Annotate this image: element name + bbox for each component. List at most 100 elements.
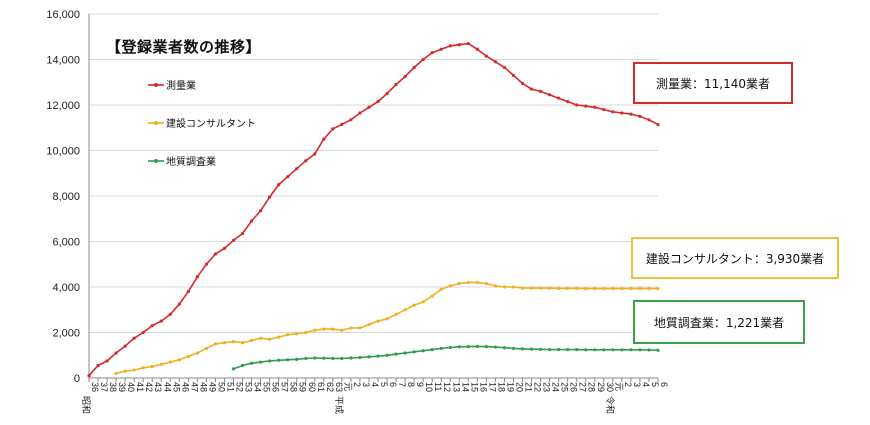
data-point xyxy=(286,333,290,337)
x-tick-label: 50 xyxy=(216,382,226,392)
x-tick-label: 10 xyxy=(424,382,434,392)
x-tick-label: 14 xyxy=(460,382,470,392)
data-point xyxy=(204,346,209,351)
data-point xyxy=(557,286,561,290)
era-label: 平成 xyxy=(333,396,345,414)
x-tick-label: 40 xyxy=(126,382,136,392)
data-point xyxy=(231,367,236,371)
data-point xyxy=(493,345,498,349)
data-point xyxy=(538,89,543,93)
data-point xyxy=(548,347,552,352)
data-point xyxy=(430,294,434,298)
data-point xyxy=(87,374,91,378)
data-point xyxy=(529,347,534,351)
x-tick-label: 37 xyxy=(99,382,109,392)
y-tick-label: 2,000 xyxy=(52,328,80,340)
x-tick-label: 41 xyxy=(135,382,145,392)
x-tick-label: 5 xyxy=(379,382,389,387)
data-point xyxy=(584,104,588,108)
data-point xyxy=(457,43,461,47)
data-point xyxy=(412,303,416,307)
data-point xyxy=(638,348,642,352)
data-point xyxy=(141,366,145,370)
y-tick-label: 12,000 xyxy=(46,100,80,112)
data-point xyxy=(529,87,534,91)
data-point xyxy=(394,312,398,316)
data-point xyxy=(502,285,507,289)
data-point xyxy=(520,81,525,85)
data-point xyxy=(566,347,570,352)
data-point xyxy=(629,112,633,116)
x-tick-label: 45 xyxy=(171,382,181,392)
x-tick-label: 9 xyxy=(415,382,425,387)
data-point xyxy=(448,44,452,48)
x-tick-label: 54 xyxy=(253,382,263,392)
y-tick-labels: 0 2,000 4,000 6,000 8,000 10,000 12,000 14,000 1… xyxy=(46,9,80,385)
x-tick-label: 13 xyxy=(451,382,461,392)
x-tick-label: 49 xyxy=(207,382,217,392)
data-point xyxy=(286,175,290,179)
x-tick-label: 26 xyxy=(569,382,579,392)
data-point xyxy=(177,302,181,306)
x-tick-label: 42 xyxy=(144,382,154,392)
legend-label: 測量業 xyxy=(166,79,196,92)
data-point xyxy=(421,57,425,62)
x-tick-label: 63 xyxy=(334,382,344,392)
data-point xyxy=(105,359,109,363)
y-tick-label: 8,000 xyxy=(52,191,80,203)
data-point xyxy=(466,345,470,349)
data-point xyxy=(385,92,389,96)
data-point xyxy=(340,328,344,332)
x-tick-label: 36 xyxy=(90,382,100,392)
data-point xyxy=(421,300,425,304)
data-point xyxy=(367,322,371,327)
x-tick-label: 6 xyxy=(659,382,669,387)
x-tick-label: 56 xyxy=(271,382,281,392)
data-point xyxy=(168,312,172,316)
x-tick-label: 4 xyxy=(641,382,651,387)
data-point xyxy=(141,330,145,335)
data-point xyxy=(566,286,570,290)
data-point xyxy=(159,362,163,366)
x-tick-label: 51 xyxy=(225,382,235,392)
data-point xyxy=(240,341,245,345)
x-tick-label: 8 xyxy=(406,382,416,387)
x-tick-label: 22 xyxy=(533,382,543,392)
data-point xyxy=(322,137,326,141)
data-point xyxy=(376,354,380,358)
x-tick-label: 3 xyxy=(632,382,642,387)
x-tick-label: 元 xyxy=(343,382,353,391)
x-tick-label: 59 xyxy=(298,382,308,392)
grid xyxy=(89,13,658,333)
data-point xyxy=(240,231,245,236)
data-point xyxy=(96,363,100,368)
x-tick-label: 61 xyxy=(316,382,326,392)
data-point xyxy=(593,105,597,109)
data-point xyxy=(529,286,534,290)
data-point xyxy=(277,183,281,187)
data-point xyxy=(520,286,525,290)
data-point xyxy=(602,286,606,291)
data-point xyxy=(448,345,452,350)
data-point xyxy=(204,262,209,266)
data-point xyxy=(123,344,127,348)
data-point xyxy=(159,319,163,323)
data-point xyxy=(575,286,579,290)
data-point xyxy=(367,355,371,359)
x-tick-label: 23 xyxy=(542,382,552,392)
data-point xyxy=(611,286,615,291)
data-point xyxy=(511,346,516,351)
data-point xyxy=(620,111,624,115)
x-tick-label: 25 xyxy=(560,382,570,392)
data-point xyxy=(520,347,525,351)
data-point xyxy=(538,286,543,290)
legend-item-2: 建設コンサルタント xyxy=(148,117,256,130)
x-tick-label: 11 xyxy=(433,382,443,391)
data-point xyxy=(394,82,398,87)
series-1 xyxy=(87,41,660,378)
data-point xyxy=(448,284,452,288)
data-point xyxy=(602,348,606,352)
data-point xyxy=(557,347,561,352)
data-point xyxy=(557,96,561,100)
